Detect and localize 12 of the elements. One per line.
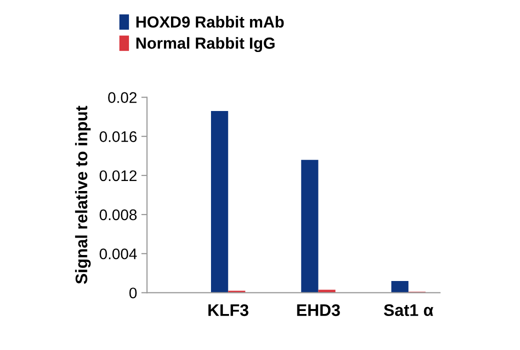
x-tick-label: KLF3 bbox=[208, 304, 248, 316]
y-tick-label: 0.004 bbox=[100, 248, 137, 260]
y-tick-label: 0.016 bbox=[100, 131, 137, 142]
x-tick-label: Sat1 α bbox=[384, 304, 434, 316]
legend-label: Normal Rabbit IgG bbox=[136, 37, 275, 52]
y-tick-label: 0.008 bbox=[100, 209, 137, 220]
y-tick-label: 0.02 bbox=[108, 92, 137, 103]
y-tick-label: 0.012 bbox=[100, 170, 137, 182]
y-axis-title: Signal relative to input bbox=[75, 106, 91, 284]
y-tick-label: 0 bbox=[129, 288, 137, 298]
x-tick-label: EHD3 bbox=[297, 304, 340, 316]
legend-label: HOXD9 Rabbit mAb bbox=[136, 16, 284, 28]
